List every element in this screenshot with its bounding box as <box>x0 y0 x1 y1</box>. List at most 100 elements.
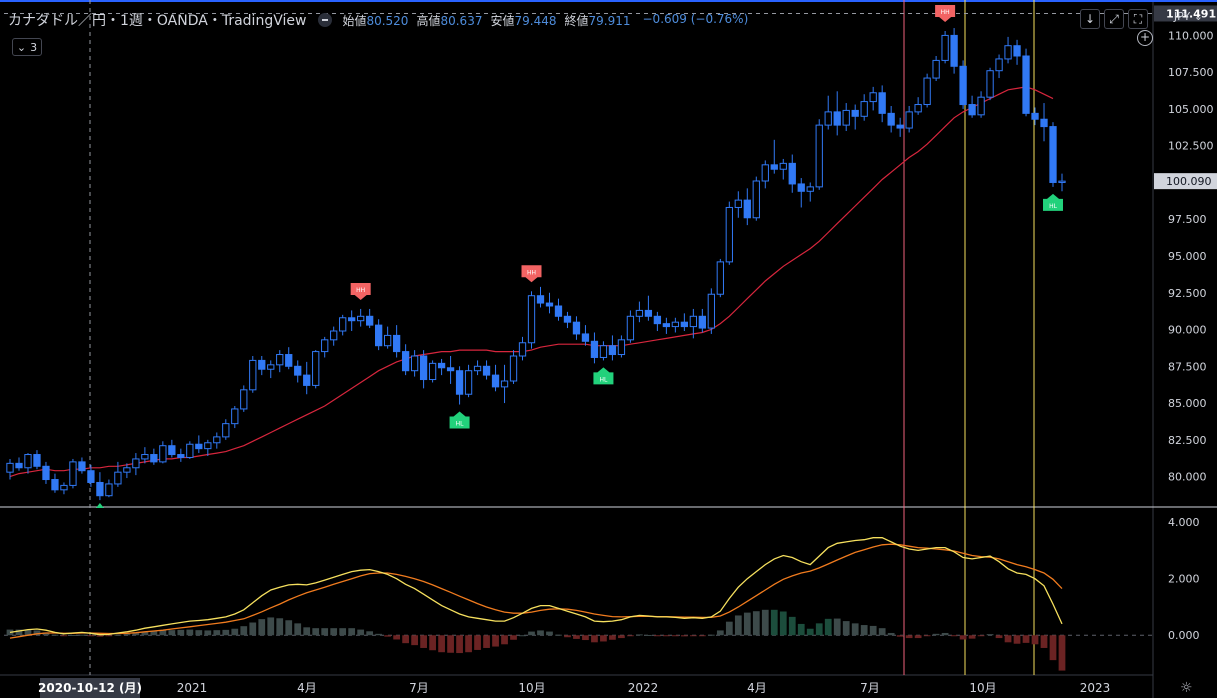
macd-histogram-bar <box>510 635 517 640</box>
higher-high-label: HH <box>941 9 950 16</box>
crosshair-date-box <box>40 678 140 698</box>
macd-histogram-bar <box>330 628 338 636</box>
macd-histogram-bar <box>609 635 616 640</box>
candle-body <box>941 34 949 61</box>
candle-body <box>1031 112 1039 120</box>
macd-histogram-bar <box>860 625 868 636</box>
candle-body <box>285 354 293 367</box>
currency-selector[interactable]: JPY ⌄ <box>1173 10 1203 23</box>
candle-body <box>851 109 859 117</box>
macd-histogram-bar <box>573 635 580 639</box>
macd-histogram-bar <box>591 635 598 643</box>
symbol-title[interactable]: カナダドル／円・1週・OANDA・TradingView <box>8 13 307 29</box>
candle-body <box>428 362 437 381</box>
chart-header: カナダドル／円・1週・OANDA・TradingView 始値80.520 高値… <box>8 8 748 32</box>
settings-gear-icon[interactable]: ☼ <box>1180 680 1193 696</box>
macd-histogram-bar <box>743 612 751 636</box>
candle-body <box>527 295 536 344</box>
candle-body <box>6 462 14 473</box>
macd-histogram-bar <box>501 635 508 645</box>
candle-body <box>608 345 617 356</box>
candle-body <box>168 445 176 456</box>
macd-histogram-bar <box>15 629 23 636</box>
price-tick-label: 102.500 <box>1168 140 1214 153</box>
macd-histogram-bar <box>761 609 769 636</box>
macd-histogram-bar <box>141 631 149 636</box>
macd-histogram-bar <box>429 635 436 651</box>
candle-body <box>24 454 32 469</box>
candle-body <box>563 315 572 323</box>
snapshot-button[interactable]: ⛶ <box>1128 9 1148 29</box>
macd-histogram-bar <box>842 621 850 636</box>
time-tick-label: 7月 <box>860 681 880 695</box>
candle-body <box>572 321 581 335</box>
macd-histogram-bar <box>564 635 571 638</box>
macd-histogram-bar <box>986 634 994 636</box>
macd-histogram-bar <box>483 635 490 648</box>
candle-body <box>482 365 491 376</box>
time-tick-label: 2023 <box>1080 681 1111 695</box>
candle-body <box>707 293 715 329</box>
macd-histogram-bar <box>213 630 221 636</box>
currency-label: JPY <box>1173 10 1191 23</box>
candle-body <box>536 295 545 304</box>
crosshair-date-label: 2020-10-12 (月) <box>38 681 142 695</box>
candle-body <box>662 323 671 328</box>
higher-high-label: HH <box>527 269 536 276</box>
candle-body <box>204 442 212 450</box>
candle-body <box>869 92 877 103</box>
candle-body <box>105 483 113 497</box>
candle-body <box>1058 180 1066 183</box>
candle-body <box>330 330 338 341</box>
fullscreen-button[interactable]: ⤢ <box>1104 9 1124 29</box>
candle-body <box>554 305 563 317</box>
macd-histogram-bar <box>824 618 832 636</box>
candle-body <box>689 315 697 328</box>
macd-histogram-bar <box>1013 635 1021 644</box>
macd-histogram-bar <box>968 635 976 639</box>
price-tick-label: 80.000 <box>1168 471 1207 484</box>
candle-body <box>500 380 509 388</box>
higher-high-label: HH <box>356 287 365 294</box>
candle-body <box>96 481 104 497</box>
macd-histogram-bar <box>636 634 643 636</box>
candle-body <box>42 465 50 481</box>
macd-histogram-bar <box>222 629 230 636</box>
download-button[interactable]: ↓ <box>1080 9 1100 29</box>
macd-histogram-bar <box>123 633 131 636</box>
macd-histogram-bar <box>258 619 266 636</box>
price-tick-label: 90.000 <box>1168 324 1207 337</box>
macd-tick-label: 4.000 <box>1168 516 1200 529</box>
candle-body <box>303 374 311 386</box>
candle-body <box>231 408 239 425</box>
macd-histogram-bar <box>150 631 158 636</box>
macd-histogram-bar <box>249 622 257 636</box>
candle-body <box>15 462 23 469</box>
macd-histogram-bar <box>204 630 212 636</box>
price-tick-label: 107.500 <box>1168 66 1214 79</box>
candle-body <box>932 59 940 79</box>
macd-histogram-bar <box>725 621 733 636</box>
macd-histogram-bar <box>177 629 185 636</box>
time-tick-label: 10月 <box>518 681 545 695</box>
candle-body <box>995 58 1003 72</box>
candle-body <box>752 180 760 219</box>
candle-body <box>887 112 895 126</box>
collapse-icon[interactable] <box>318 13 333 27</box>
add-alert-button[interactable]: + <box>1137 30 1153 46</box>
macd-histogram-bar <box>600 635 607 642</box>
macd-histogram-bar <box>51 634 59 636</box>
macd-histogram-bar <box>186 629 194 636</box>
macd-histogram-bar <box>402 635 409 644</box>
macd-histogram-bar <box>1022 635 1030 643</box>
macd-histogram-bar <box>195 630 203 636</box>
macd-histogram-bar <box>78 634 86 636</box>
candle-body <box>150 454 158 463</box>
candle-body <box>644 309 653 317</box>
macd-histogram-bar <box>393 635 401 640</box>
indicator-legend-toggle[interactable]: ⌄ 3 <box>12 38 42 56</box>
candle-body <box>599 345 608 358</box>
macd-histogram-bar <box>492 635 499 647</box>
macd-histogram-bar <box>159 630 167 636</box>
